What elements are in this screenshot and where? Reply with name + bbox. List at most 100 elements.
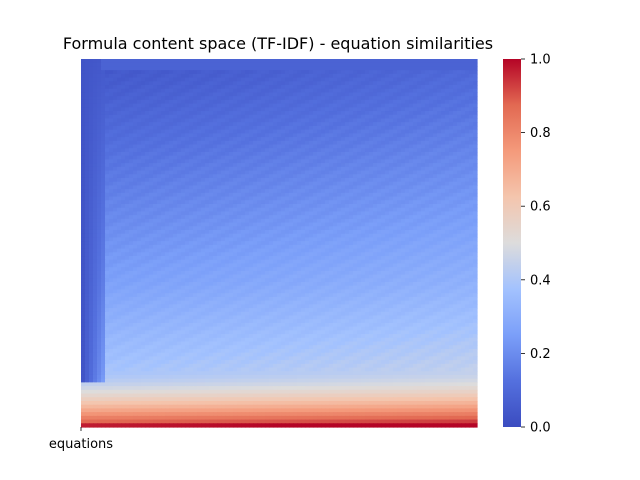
heatmap-cell — [225, 66, 230, 71]
heatmap-cell — [113, 77, 118, 82]
heatmap-cell — [249, 59, 254, 64]
heatmap-cell — [297, 122, 302, 127]
heatmap-cell — [277, 207, 282, 213]
heatmap-cell — [237, 237, 242, 242]
heatmap-cell — [253, 163, 258, 168]
heatmap-cell — [465, 196, 470, 201]
heatmap-cell — [121, 244, 126, 250]
heatmap-cell — [333, 163, 338, 168]
heatmap-cell — [201, 137, 206, 142]
heatmap-cell — [189, 207, 194, 213]
heatmap-cell — [261, 92, 266, 97]
heatmap-cell — [249, 203, 254, 209]
heatmap-cell — [401, 196, 406, 201]
heatmap-cell — [245, 81, 250, 86]
heatmap-cell — [237, 170, 242, 175]
heatmap-cell — [289, 77, 294, 82]
heatmap-cell — [417, 133, 422, 138]
heatmap-cell — [421, 155, 426, 160]
heatmap-cell — [185, 81, 190, 86]
heatmap-cell — [349, 222, 354, 227]
heatmap-cell — [353, 218, 358, 224]
heatmap-cell — [229, 222, 234, 227]
heatmap-cell — [169, 229, 174, 235]
heatmap-cell — [377, 207, 382, 213]
heatmap-cell — [301, 218, 306, 224]
heatmap-cell — [189, 218, 194, 224]
heatmap-cell — [433, 196, 438, 201]
heatmap-cell — [153, 226, 158, 231]
heatmap-cell — [249, 170, 254, 175]
heatmap-cell — [141, 137, 146, 142]
heatmap-cell — [213, 96, 218, 101]
heatmap-cell — [89, 107, 94, 112]
heatmap-cell — [213, 200, 218, 205]
heatmap-cell — [97, 77, 102, 82]
heatmap-cell — [429, 59, 434, 64]
heatmap-cell — [437, 92, 442, 97]
heatmap-cell — [141, 88, 146, 94]
heatmap-cell — [417, 170, 422, 175]
heatmap-cell — [193, 70, 198, 75]
heatmap-cell — [261, 137, 266, 142]
heatmap-cell — [405, 129, 410, 134]
heatmap-cell — [265, 159, 270, 164]
heatmap-cell — [217, 174, 222, 179]
heatmap-cell — [357, 88, 362, 94]
heatmap-cell — [205, 155, 210, 160]
heatmap-cell — [133, 211, 138, 216]
heatmap-cell — [145, 107, 150, 112]
heatmap-cell — [457, 129, 462, 134]
heatmap-cell — [105, 88, 110, 94]
heatmap-cell — [449, 118, 454, 123]
heatmap-cell — [225, 244, 230, 250]
heatmap-cell — [161, 163, 166, 168]
heatmap-cell — [141, 85, 146, 90]
heatmap-cell — [397, 140, 402, 146]
heatmap-cell — [189, 151, 194, 157]
heatmap-cell — [313, 99, 318, 105]
heatmap-cell — [81, 222, 86, 227]
heatmap-cell — [357, 237, 362, 242]
heatmap-cell — [173, 62, 178, 68]
heatmap-cell — [257, 151, 262, 157]
heatmap-cell — [105, 177, 110, 183]
heatmap-cell — [369, 103, 374, 108]
heatmap-cell — [309, 237, 314, 242]
heatmap-cell — [281, 218, 286, 224]
heatmap-cell — [421, 215, 426, 220]
heatmap-cell — [153, 140, 158, 146]
heatmap-cell — [101, 111, 106, 116]
heatmap-cell — [417, 226, 422, 231]
heatmap-cell — [409, 163, 414, 168]
heatmap-cell — [193, 215, 198, 220]
heatmap-cell — [257, 92, 262, 97]
heatmap-cell — [273, 203, 278, 209]
heatmap-cell — [445, 155, 450, 160]
heatmap-cell — [333, 125, 338, 131]
heatmap-cell — [125, 137, 130, 142]
heatmap-cell — [189, 99, 194, 105]
heatmap-cell — [393, 92, 398, 97]
heatmap-cell — [149, 181, 154, 186]
heatmap-cell — [109, 88, 114, 94]
heatmap-cell — [221, 140, 226, 146]
heatmap-cell — [133, 92, 138, 97]
heatmap-cell — [333, 159, 338, 164]
heatmap-cell — [197, 151, 202, 157]
heatmap-cell — [365, 215, 370, 220]
heatmap-cell — [257, 177, 262, 183]
heatmap-cell — [465, 111, 470, 116]
heatmap-cell — [445, 122, 450, 127]
heatmap-cell — [377, 166, 382, 172]
heatmap-cell — [173, 241, 178, 246]
heatmap-cell — [273, 99, 278, 105]
heatmap-cell — [201, 222, 206, 227]
heatmap-cell — [189, 107, 194, 112]
heatmap-cell — [393, 99, 398, 105]
heatmap-cell — [281, 129, 286, 134]
heatmap-cell — [317, 226, 322, 231]
heatmap-cell — [261, 107, 266, 112]
heatmap-cell — [469, 151, 474, 157]
heatmap-cell — [253, 211, 258, 216]
